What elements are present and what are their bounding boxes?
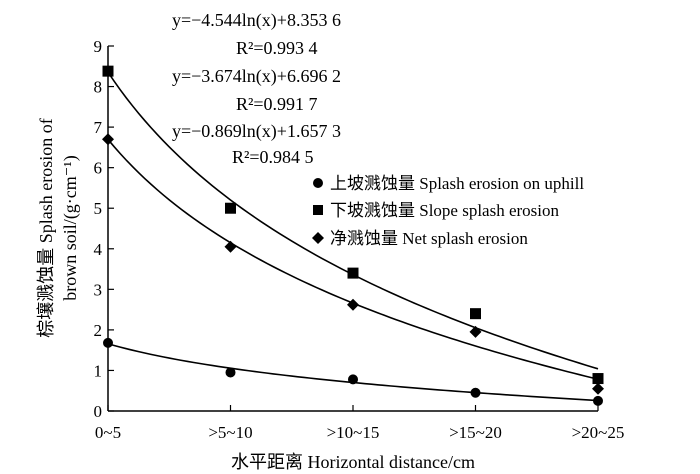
equation-uphill-splash: y=−0.869ln(x)+1.657 3 [172, 121, 341, 142]
y-tick-label: 4 [94, 240, 103, 259]
y-ticks: 0 1 2 3 4 5 6 7 8 9 [94, 37, 114, 421]
point-slope [592, 373, 604, 385]
r2-uphill-splash: R²=0.984 5 [232, 147, 314, 167]
y-tick-label: 3 [94, 280, 103, 299]
fit-curve-slope [107, 71, 599, 370]
point-slope [102, 65, 114, 77]
y-tick-label: 9 [94, 37, 103, 56]
x-tick-label: >10~15 [327, 423, 380, 442]
point-net [224, 240, 237, 253]
y-tick-label: 8 [94, 78, 103, 97]
r2-slope-splash: R²=0.993 4 [236, 38, 318, 58]
legend-label-slope: 下坡溅蚀量 Slope splash erosion [330, 201, 560, 220]
y-tick-label: 0 [94, 402, 103, 421]
x-ticks: 0~5 >5~10 >10~15 >15~20 >20~25 [95, 405, 625, 442]
y-tick-label: 5 [94, 199, 103, 218]
y-tick-label: 1 [94, 361, 103, 380]
equation-net-splash: y=−3.674ln(x)+6.696 2 [172, 66, 341, 87]
y-tick-label: 6 [94, 159, 103, 178]
y-axis-title-line1: 棕壤溅蚀量 Splash erosion of [36, 118, 56, 338]
legend-label-net: 净溅蚀量 Net splash erosion [330, 229, 528, 248]
y-tick-label: 7 [94, 118, 103, 137]
point-net [469, 325, 482, 338]
y-tick-label: 2 [94, 321, 103, 340]
point-slope [225, 202, 236, 214]
x-tick-label: >15~20 [449, 423, 502, 442]
fit-curve-uphill [107, 343, 599, 402]
point-net [102, 133, 114, 146]
legend-label-uphill: 上坡溅蚀量 Splash erosion on uphill [330, 174, 584, 193]
point-slope [347, 267, 359, 279]
point-uphill [348, 374, 358, 385]
legend-marker-uphill [313, 178, 323, 188]
legend-marker-net [312, 232, 324, 244]
x-tick-label: 0~5 [95, 423, 121, 442]
point-uphill [225, 367, 236, 378]
legend-marker-slope [313, 205, 323, 215]
point-net [592, 382, 604, 395]
x-tick-label: >20~25 [572, 423, 625, 442]
point-net [347, 298, 359, 311]
point-uphill [103, 337, 113, 348]
point-uphill [470, 387, 481, 398]
point-slope [470, 308, 481, 320]
r2-net-splash: R²=0.991 7 [236, 94, 318, 114]
legend: 上坡溅蚀量 Splash erosion on uphill 下坡溅蚀量 Slo… [312, 174, 584, 248]
equation-slope-splash: y=−4.544ln(x)+8.353 6 [172, 10, 341, 31]
y-axis-title-line2: brown soil/(g·cm⁻¹) [60, 155, 81, 300]
point-uphill [593, 395, 603, 406]
x-tick-label: >5~10 [208, 423, 252, 442]
data-points [102, 65, 604, 406]
x-axis-title: 水平距离 Horizontal distance/cm [231, 452, 475, 472]
